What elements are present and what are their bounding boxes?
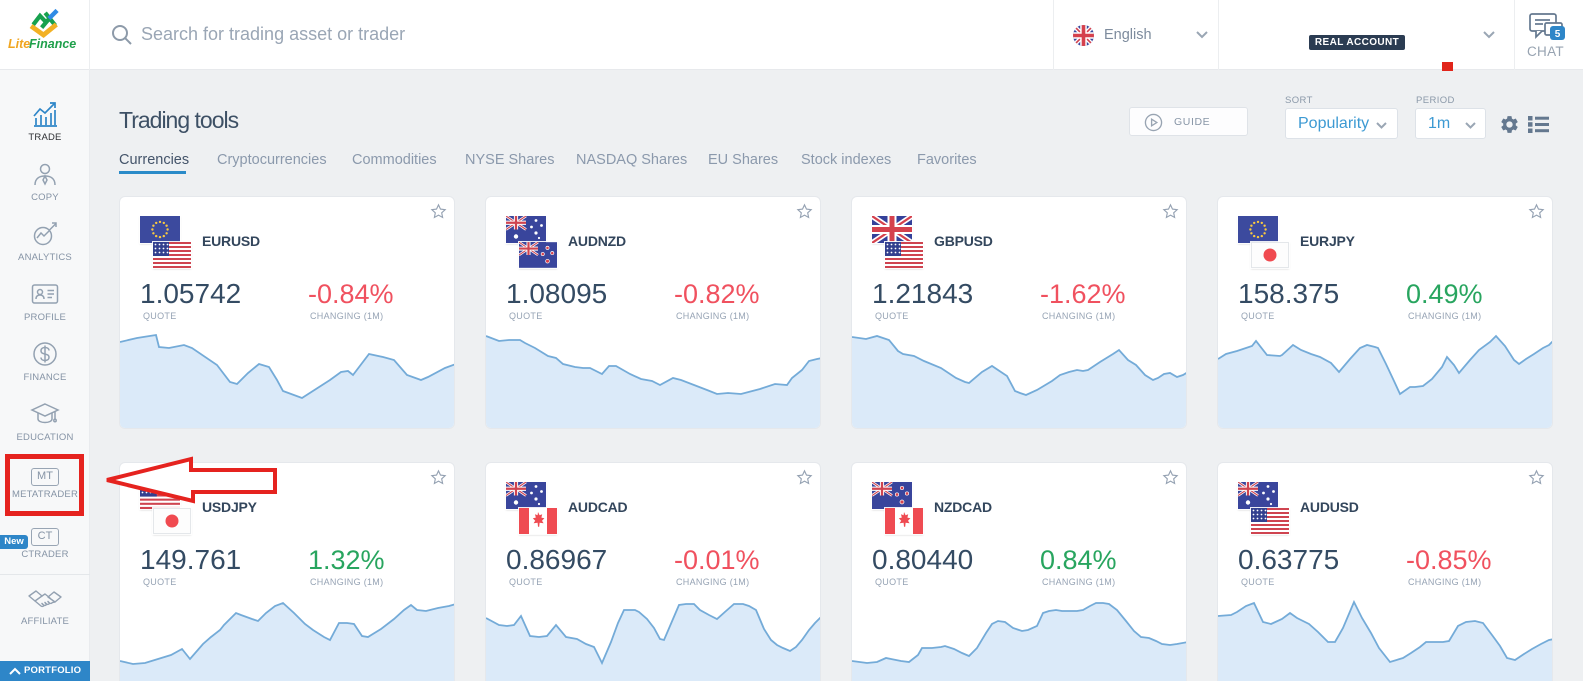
svg-text:Lite: Lite bbox=[8, 37, 30, 51]
svg-text:5: 5 bbox=[1555, 29, 1561, 40]
svg-text:Finance: Finance bbox=[29, 37, 76, 51]
